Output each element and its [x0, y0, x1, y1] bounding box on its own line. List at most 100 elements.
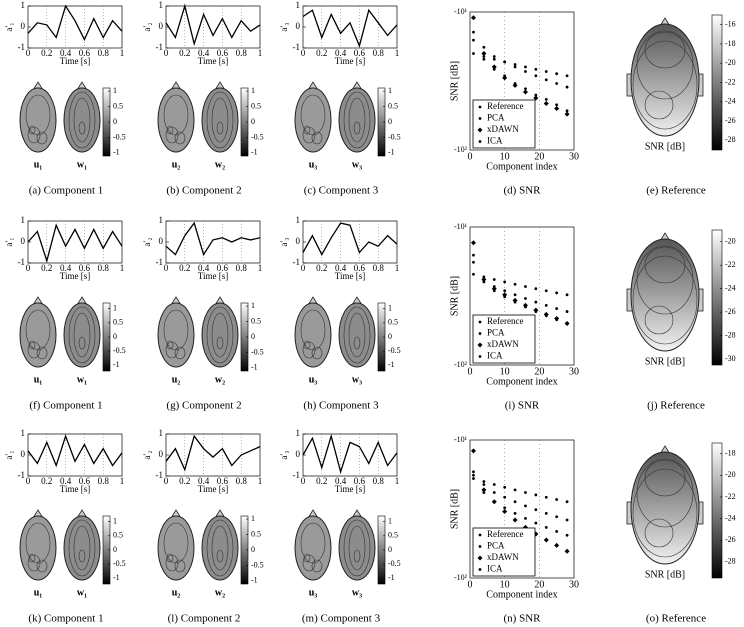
- legend-box: [472, 99, 536, 149]
- colorbar-tick-label: -24: [725, 513, 736, 522]
- contour: [353, 549, 361, 563]
- colorbar-tick-label: -0.5: [388, 559, 401, 568]
- data-point: [503, 289, 507, 293]
- colorbar-tick-label: -20: [725, 58, 736, 67]
- colorbar-tick-label: 1: [113, 303, 117, 312]
- data-point: [482, 275, 486, 279]
- y-axis-label: a′₂: [142, 237, 152, 246]
- data-point: [524, 70, 527, 73]
- data-point: [513, 82, 517, 85]
- contour: [303, 340, 311, 350]
- x-tick-label: 0.2: [41, 476, 52, 486]
- waveform: [165, 3, 261, 47]
- contour: [206, 91, 234, 149]
- colorbar-tick-label: 1: [251, 514, 255, 523]
- contour: [311, 346, 323, 360]
- colorbar-tick-label: -20: [725, 470, 736, 479]
- y-tick-label: 0: [21, 449, 26, 459]
- colorbar-tick-label: 0: [251, 117, 255, 126]
- x-tick-label: 0.8: [373, 48, 385, 58]
- legend-label: ICA: [487, 351, 503, 361]
- contour: [166, 125, 174, 135]
- data-point: [492, 55, 496, 58]
- map-label: u₁: [34, 587, 43, 598]
- head-map: [201, 302, 239, 368]
- x-tick-label: 0.8: [373, 476, 385, 486]
- colorbar-tick-label: 0.5: [388, 101, 398, 110]
- data-point: [555, 307, 559, 310]
- y-tick-label: -10¹: [454, 222, 468, 231]
- map-label: w₁: [77, 587, 87, 598]
- colorbar-tick-label: -1: [251, 576, 258, 585]
- x-tick-label: 0.6: [217, 48, 229, 58]
- head-map: [294, 302, 332, 368]
- x-axis-label: Time [s]: [335, 484, 365, 494]
- contour: [303, 125, 311, 135]
- y-tick-label: 1: [159, 428, 164, 438]
- contour: [78, 549, 86, 563]
- head-map: [630, 451, 700, 565]
- y-tick-label: -1: [156, 257, 164, 267]
- contour: [348, 97, 366, 143]
- colorbar-tick-label: -1: [388, 148, 395, 157]
- waveform: [165, 434, 261, 472]
- colorbar-tick-label: 1: [388, 86, 392, 95]
- caption: (h) Component 3: [303, 400, 379, 412]
- x-axis-label: Time [s]: [60, 484, 90, 494]
- legend-marker: [478, 355, 482, 358]
- map-label: w₂: [215, 374, 225, 385]
- data-point: [470, 448, 476, 454]
- x-tick-label: 0: [164, 48, 169, 58]
- x-axis-label: Time [s]: [198, 484, 228, 494]
- colorbar-tick-label: -22: [725, 492, 736, 501]
- data-point: [555, 82, 559, 85]
- colorbar-tick-label: -26: [725, 307, 736, 316]
- data-point: [503, 506, 507, 510]
- colorbar-tick-label: -28: [725, 135, 736, 144]
- head-map: [338, 515, 376, 581]
- y-axis-label: a′₁: [4, 450, 14, 459]
- contour: [343, 306, 371, 364]
- colorbar-tick-label: -26: [725, 116, 736, 125]
- x-tick-label: 0: [164, 476, 169, 486]
- legend-label: PCA: [487, 541, 505, 551]
- y-tick-label: -1: [156, 42, 164, 52]
- data-point: [482, 483, 486, 486]
- legend-marker: [478, 332, 482, 335]
- data-point: [491, 286, 497, 292]
- head-map: [63, 302, 101, 368]
- data-point: [481, 487, 487, 493]
- contour: [166, 340, 174, 350]
- data-point: [492, 67, 496, 71]
- x-tick-label: 20: [534, 366, 544, 377]
- x-tick-label: 1: [120, 48, 125, 58]
- data-point: [472, 260, 475, 264]
- data-point: [482, 45, 486, 49]
- colorbar-tick-label: -1: [388, 360, 395, 369]
- contour: [644, 90, 674, 120]
- data-point: [472, 470, 475, 474]
- x-tick-label: 0.8: [373, 263, 385, 273]
- data-point: [503, 295, 507, 299]
- y-tick-label: 0: [296, 236, 301, 246]
- contour: [163, 522, 189, 564]
- colorbar-tick-label: 0.5: [113, 531, 123, 540]
- map-label: w₁: [77, 159, 87, 170]
- contour: [632, 40, 698, 130]
- colorbar-tick-label: -0.5: [113, 346, 126, 355]
- y-tick-label: 1: [21, 0, 26, 10]
- data-point: [564, 111, 570, 117]
- contour: [636, 458, 694, 528]
- head-map: [19, 87, 57, 153]
- head-map: [201, 515, 239, 581]
- data-point: [512, 517, 518, 523]
- y-tick-label: 0: [159, 236, 164, 246]
- x-tick-label: 0.6: [79, 263, 91, 273]
- colorbar-tick-label: 0.5: [251, 316, 261, 325]
- data-point: [565, 533, 569, 537]
- data-point: [522, 89, 528, 95]
- head-map: [294, 87, 332, 153]
- x-tick-label: 0: [468, 579, 473, 590]
- y-tick-label: -1: [293, 257, 301, 267]
- colorbar-tick-label: 0: [113, 117, 117, 126]
